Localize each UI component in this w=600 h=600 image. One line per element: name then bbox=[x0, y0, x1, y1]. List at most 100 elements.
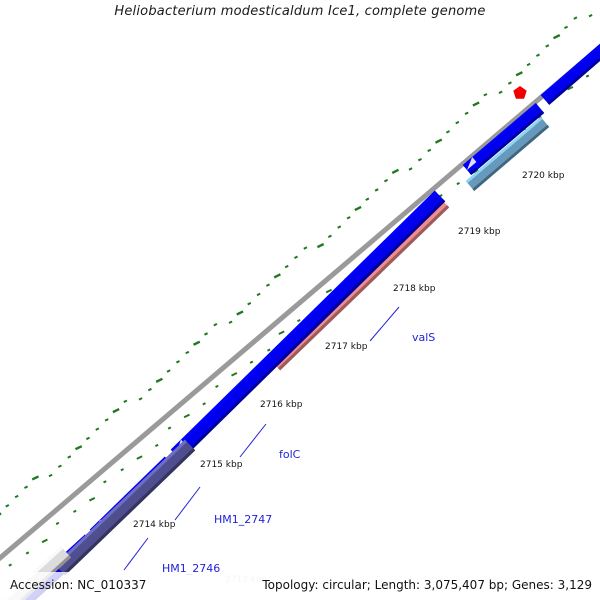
tick-mark bbox=[297, 319, 301, 323]
gene-shadow bbox=[472, 124, 550, 191]
tick-mark bbox=[266, 348, 271, 352]
tick-mark bbox=[417, 158, 422, 162]
tick-mark bbox=[138, 397, 143, 401]
tick-mark bbox=[74, 445, 83, 451]
tick-mark bbox=[293, 255, 299, 259]
gene-feature-layer[interactable] bbox=[0, 37, 600, 600]
tick-mark bbox=[273, 273, 281, 279]
genome-summary-text: Topology: circular; Length: 3,075,407 bp… bbox=[262, 578, 592, 592]
ruler-tick-label: 2720 kbp bbox=[522, 171, 565, 181]
gene-shadow bbox=[63, 448, 196, 576]
tick-mark bbox=[236, 310, 244, 316]
tick-mark bbox=[408, 167, 413, 171]
gene-highlight bbox=[54, 439, 187, 567]
tick-mark bbox=[445, 130, 450, 134]
tick-mark bbox=[563, 25, 569, 30]
gene-body[interactable] bbox=[465, 117, 550, 191]
tick-mark bbox=[175, 360, 180, 364]
gene-label-folC[interactable]: folC bbox=[279, 448, 301, 461]
tick-mark bbox=[455, 120, 460, 125]
ruler-tick-label: 2719 kbp bbox=[458, 227, 501, 237]
tick-mark bbox=[346, 216, 351, 220]
tick-mark bbox=[25, 551, 30, 555]
tick-mark bbox=[104, 418, 109, 422]
gene-shadow bbox=[469, 110, 545, 175]
tick-mark bbox=[472, 101, 480, 107]
tick-mark bbox=[57, 464, 62, 468]
tick-mark bbox=[515, 71, 523, 77]
ruler-tick-label: 2717 kbp bbox=[325, 342, 368, 352]
tick-mark bbox=[55, 521, 60, 525]
tick-mark bbox=[5, 504, 10, 508]
gene-shadow bbox=[179, 199, 446, 461]
tick-mark bbox=[391, 168, 400, 174]
origin-marker-layer[interactable] bbox=[513, 86, 527, 99]
tick-mark bbox=[573, 16, 578, 20]
tick-mark bbox=[73, 509, 77, 513]
tick-mark bbox=[228, 320, 233, 324]
tick-mark bbox=[95, 427, 100, 431]
backbone-line[interactable] bbox=[0, 30, 600, 575]
gene-feature-gene-HM1_2746[interactable] bbox=[54, 439, 196, 576]
tick-mark bbox=[365, 197, 370, 201]
gene-feature-gene-folC[interactable] bbox=[170, 190, 446, 461]
tick-mark bbox=[327, 234, 332, 238]
gene-feature-gene-upper-right[interactable] bbox=[462, 103, 545, 175]
gene-label-HM1_2747[interactable]: HM1_2747 bbox=[214, 513, 272, 526]
gene-body[interactable] bbox=[54, 439, 196, 576]
tick-mark bbox=[147, 387, 152, 392]
tick-mark bbox=[112, 407, 120, 414]
accession-text: Accession: NC_010337 bbox=[10, 578, 147, 592]
tick-mark bbox=[203, 332, 209, 336]
tick-mark bbox=[278, 330, 285, 335]
gene-label-leader-valS bbox=[369, 306, 400, 342]
tick-mark bbox=[136, 455, 143, 460]
tick-mark bbox=[552, 34, 561, 40]
tick-mark bbox=[354, 205, 362, 212]
gene-body[interactable] bbox=[170, 190, 446, 461]
tick-mark bbox=[567, 85, 574, 91]
gene-highlight bbox=[170, 190, 437, 452]
tick-mark bbox=[31, 475, 40, 481]
gene-feature-gene-steel-2720[interactable] bbox=[465, 117, 550, 191]
tick-mark bbox=[41, 538, 48, 544]
tick-mark bbox=[374, 188, 379, 192]
gene-highlight bbox=[465, 117, 543, 184]
tick-mark bbox=[88, 497, 96, 502]
tick-mark bbox=[498, 90, 503, 94]
gene-label-leader-HM1_2746 bbox=[123, 537, 149, 571]
tick-mark bbox=[256, 292, 261, 297]
gene-shadow bbox=[547, 57, 600, 105]
ruler-tick-label: 2714 kbp bbox=[133, 520, 176, 530]
genome-backbone[interactable] bbox=[0, 30, 600, 575]
origin-marker-highlight bbox=[515, 86, 521, 93]
tick-mark bbox=[48, 473, 53, 478]
tick-mark bbox=[202, 402, 206, 406]
tick-mark bbox=[545, 44, 550, 48]
tick-mark bbox=[192, 340, 201, 346]
gene-label-layer[interactable]: valS folC HM1_2747 HM1_2746 bbox=[123, 306, 435, 575]
tick-mark bbox=[427, 148, 432, 153]
gene-body[interactable] bbox=[462, 103, 545, 175]
gene-label-HM1_2746[interactable]: HM1_2746 bbox=[162, 562, 220, 575]
gene-label-valS[interactable]: valS bbox=[412, 331, 435, 344]
tick-mark bbox=[585, 74, 590, 78]
tick-mark bbox=[337, 225, 342, 229]
tick-mark bbox=[303, 246, 308, 250]
ruler-tick-label: 2716 kbp bbox=[260, 400, 303, 410]
tick-mark bbox=[526, 62, 531, 67]
ruler-tick-label: 2718 kbp bbox=[393, 284, 436, 294]
tick-mark bbox=[103, 480, 107, 484]
gene-highlight bbox=[462, 103, 538, 168]
tick-mark bbox=[434, 138, 443, 144]
tick-mark bbox=[166, 369, 171, 373]
tick-mark bbox=[213, 322, 218, 327]
tick-mark bbox=[249, 360, 254, 364]
gene-feature-gene-edge-topright[interactable] bbox=[540, 37, 600, 105]
tick-mark bbox=[535, 53, 540, 57]
tick-mark bbox=[167, 426, 172, 430]
tick-mark bbox=[383, 178, 389, 183]
